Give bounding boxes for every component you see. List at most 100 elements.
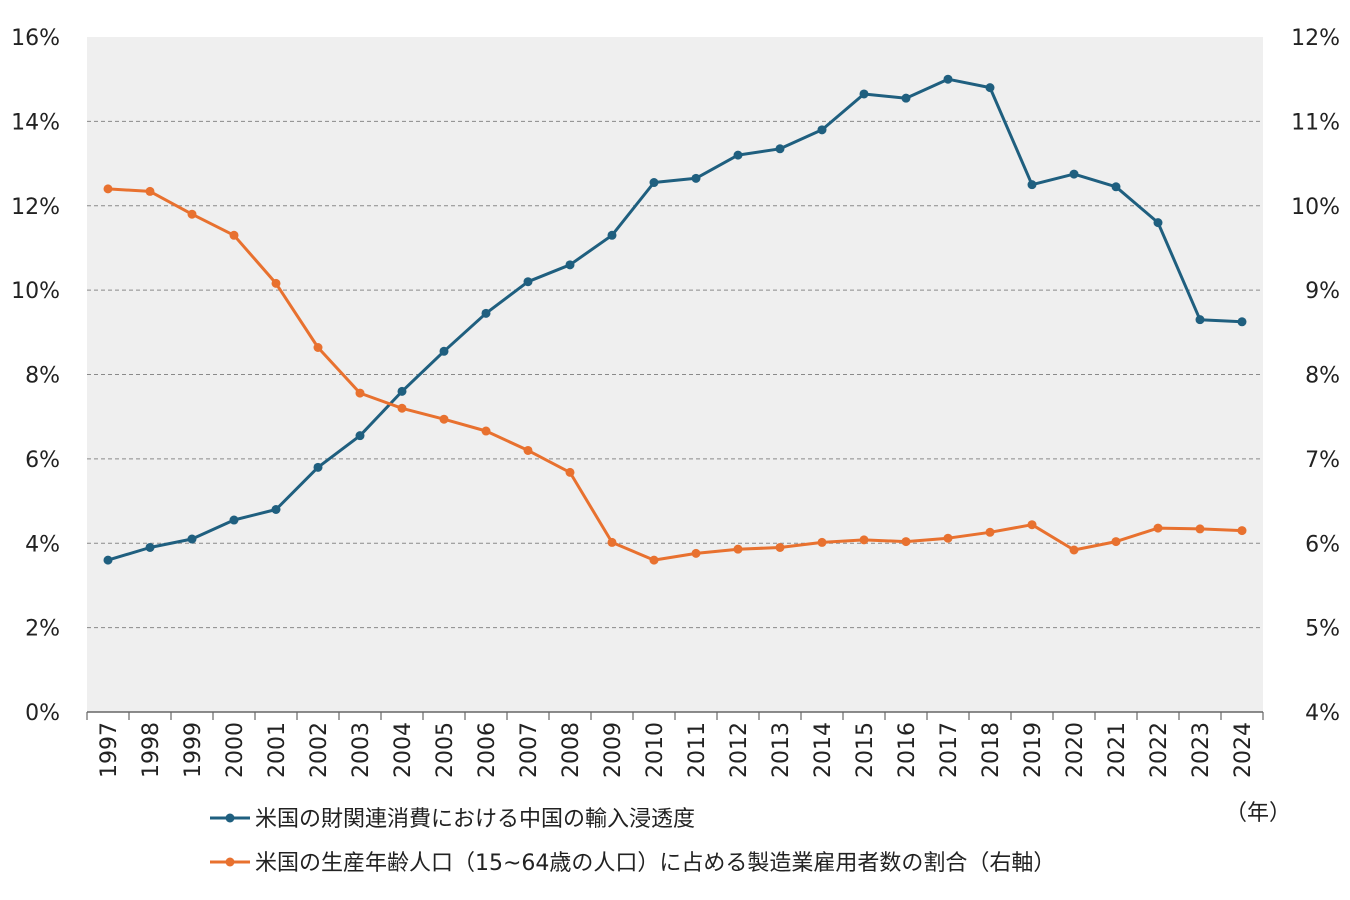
data-point — [1069, 169, 1079, 179]
left-axis-tick: 12% — [11, 195, 60, 220]
legend-label: 米国の生産年齢人口（15~64歳の人口）に占める製造業雇用者数の割合（右軸） — [255, 851, 1055, 876]
data-point — [355, 388, 365, 398]
x-axis-tick: 1998 — [139, 722, 164, 778]
data-point — [1195, 315, 1205, 325]
x-axis-tick: 2021 — [1105, 722, 1130, 778]
x-axis-tick: 2017 — [937, 722, 962, 778]
right-axis-tick: 9% — [1305, 279, 1340, 304]
x-axis-tick: 2014 — [811, 722, 836, 778]
legend-marker — [225, 857, 235, 867]
x-axis-tick: 2009 — [601, 722, 626, 778]
x-axis-tick: 1997 — [97, 722, 122, 778]
left-axis-tick: 6% — [25, 448, 60, 473]
data-point — [1111, 182, 1121, 192]
left-axis-tick: 16% — [11, 26, 60, 51]
data-point — [691, 548, 701, 558]
data-point — [985, 83, 995, 93]
x-axis-tick: 1999 — [181, 722, 206, 778]
data-point — [859, 535, 869, 545]
data-point — [1111, 537, 1121, 547]
data-point — [1069, 545, 1079, 555]
right-axis-tick: 8% — [1305, 364, 1340, 389]
right-axis-tick: 6% — [1305, 532, 1340, 557]
left-axis-tick: 10% — [11, 279, 60, 304]
right-axis-tick-labels: 4% 5% 6% 7% 8% 9% 10% 11% 12% — [1291, 26, 1340, 726]
right-axis-tick: 7% — [1305, 448, 1340, 473]
left-axis-tick: 8% — [25, 364, 60, 389]
data-point — [397, 386, 407, 396]
data-point — [271, 505, 281, 514]
legend: 米国の財関連消費における中国の輸入浸透度米国の生産年齢人口（15~64歳の人口）… — [210, 807, 1055, 876]
legend-label: 米国の財関連消費における中国の輸入浸透度 — [255, 807, 695, 832]
data-point — [145, 186, 155, 196]
data-point — [649, 178, 659, 188]
data-point — [901, 537, 911, 547]
x-axis-tick: 2022 — [1147, 722, 1172, 778]
right-axis-tick: 4% — [1305, 701, 1340, 726]
data-point — [943, 533, 953, 543]
x-axis-tick: 2012 — [727, 722, 752, 778]
data-point — [313, 462, 323, 472]
data-point — [313, 343, 323, 352]
right-axis-tick: 11% — [1291, 110, 1340, 135]
right-axis-tick: 10% — [1291, 195, 1340, 220]
data-point — [691, 173, 701, 183]
left-axis-tick-labels: 0% 2% 4% 6% 8% 10% 12% 14% 16% — [11, 26, 60, 726]
data-point — [901, 93, 911, 103]
data-point — [523, 445, 533, 455]
x-axis-tick: 2016 — [895, 722, 920, 778]
data-point — [775, 144, 785, 154]
left-axis-tick: 4% — [25, 532, 60, 557]
data-point — [103, 184, 113, 194]
data-point — [859, 89, 869, 99]
data-point — [229, 515, 239, 525]
x-unit-label: （年） — [1225, 801, 1291, 826]
data-point — [565, 467, 575, 477]
x-axis-tick: 2018 — [979, 722, 1004, 778]
data-point — [649, 555, 659, 565]
x-axis-tick: 2006 — [475, 722, 500, 778]
data-point — [733, 544, 743, 554]
x-axis-tick: 2000 — [223, 722, 248, 778]
data-point — [1237, 317, 1247, 327]
data-point — [187, 534, 197, 544]
x-axis-tick: 2020 — [1063, 722, 1088, 778]
x-axis-tick: 2007 — [517, 722, 542, 778]
data-point — [607, 537, 617, 547]
right-axis-tick: 12% — [1291, 26, 1340, 51]
data-point — [817, 537, 827, 547]
gridlines — [87, 120, 1263, 629]
x-axis-tick: 2013 — [769, 722, 794, 778]
data-point — [1027, 520, 1037, 530]
series-lines — [103, 74, 1247, 565]
x-axis-tick-labels: 1997 1998 1999 2000 2001 2002 2003 2004 2005 2006… — [86, 712, 1264, 778]
x-axis-tick: 2010 — [643, 722, 668, 778]
x-axis-tick: 2008 — [559, 722, 584, 778]
data-point — [229, 230, 239, 240]
data-point — [1195, 524, 1205, 534]
data-point — [103, 555, 113, 565]
x-axis-tick: 2019 — [1021, 722, 1046, 778]
x-axis-tick: 2015 — [853, 722, 878, 778]
data-point — [1153, 523, 1163, 533]
x-axis-tick: 2011 — [685, 722, 710, 778]
left-axis-tick: 0% — [25, 701, 60, 726]
left-axis-tick: 14% — [11, 110, 60, 135]
series-line-0 — [107, 77, 1243, 562]
data-point — [523, 277, 533, 287]
data-point — [481, 426, 491, 436]
left-axis-tick: 2% — [25, 617, 60, 642]
data-point — [733, 150, 743, 160]
data-point — [817, 125, 827, 135]
right-axis-tick: 5% — [1305, 617, 1340, 642]
data-point — [565, 260, 575, 270]
data-point — [943, 74, 953, 84]
x-axis-tick: 2003 — [349, 722, 374, 778]
x-axis-tick: 2004 — [391, 722, 416, 778]
series-line-1 — [107, 187, 1243, 562]
data-point — [355, 431, 365, 441]
x-axis-tick: 2023 — [1189, 722, 1214, 778]
data-point — [397, 403, 407, 413]
x-axis-tick: 2005 — [433, 722, 458, 778]
